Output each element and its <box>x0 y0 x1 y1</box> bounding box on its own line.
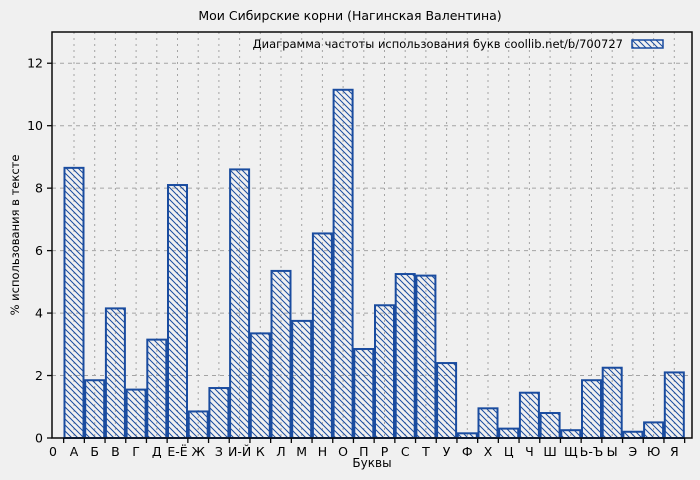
x-tick-label-У: У <box>443 444 451 459</box>
x-tick-label-Ч: Ч <box>525 444 534 459</box>
bar-А <box>63 166 85 439</box>
x-tick-label-Щ: Щ <box>564 444 578 459</box>
x-tick-label-Э: Э <box>629 444 638 459</box>
bar-О <box>332 88 354 440</box>
x-tick-label-И-Й: И-Й <box>228 444 251 459</box>
bar-З <box>208 387 230 439</box>
bar-Н <box>311 232 333 439</box>
bar-Ш <box>539 412 561 439</box>
chart-legend: Диаграмма частоты использования букв coo… <box>253 37 664 51</box>
bar-Ц <box>498 427 520 439</box>
x-tick-label-Ц: Ц <box>504 444 514 459</box>
x-tick-label-З: З <box>215 444 223 459</box>
x-tick-label-Я: Я <box>670 444 679 459</box>
x-tick-label-Б: Б <box>90 444 99 459</box>
x-tick-label-Ы: Ы <box>607 444 618 459</box>
bar-К <box>249 332 271 439</box>
bar-Ж <box>187 410 209 440</box>
legend-swatch <box>631 39 664 49</box>
x-axis-label: Буквы <box>352 456 392 470</box>
y-tick-label: 0 <box>35 431 43 446</box>
bar-Ь-Ъ <box>581 379 602 440</box>
y-tick-label: 8 <box>35 181 43 196</box>
x-tick-label-Ф: Ф <box>462 444 473 459</box>
x-tick-label-Г: Г <box>132 444 140 459</box>
bar-Р <box>374 304 395 439</box>
legend-label: Диаграмма частоты использования букв coo… <box>252 37 623 51</box>
x-tick-label-Ь-Ъ: Ь-Ъ <box>580 444 604 459</box>
x-tick-label-О: О <box>338 444 348 459</box>
bar-Ч <box>518 391 540 440</box>
bar-Е-Ё <box>167 184 188 439</box>
x-tick-label-А: А <box>70 444 79 459</box>
y-tick-label: 10 <box>27 118 43 133</box>
bar-Ю <box>643 421 665 439</box>
y-tick-label: 2 <box>35 368 43 383</box>
x-tick-label-Х: Х <box>484 444 493 459</box>
bar-П <box>353 347 375 439</box>
bar-С <box>394 273 416 439</box>
x-tick-label-Н: Н <box>318 444 327 459</box>
bar-И-Й <box>229 168 251 440</box>
x-tick-label-Д: Д <box>152 444 162 459</box>
bar-Я <box>663 371 685 439</box>
x-tick-label-Ж: Ж <box>191 444 205 459</box>
y-tick-label: 12 <box>27 56 43 71</box>
bar-Л <box>270 269 292 439</box>
legend-swatch-icon <box>631 39 664 49</box>
x-tick-label-В: В <box>111 444 120 459</box>
x-tick-label-К: К <box>256 444 265 459</box>
x-tick-label-С: С <box>401 444 410 459</box>
bar-Х <box>477 407 499 440</box>
bar-Ы <box>601 366 623 440</box>
y-tick-label: 6 <box>35 243 43 258</box>
x-tick-label-Л: Л <box>276 444 285 459</box>
bar-Г <box>125 388 147 440</box>
bar-Щ <box>560 429 582 440</box>
x-tick-label-Р: Р <box>381 444 389 459</box>
x-tick-label-М: М <box>296 444 307 459</box>
bar-Э <box>622 430 644 439</box>
y-tick-label: 4 <box>35 306 43 321</box>
bar-Т <box>415 274 437 439</box>
x-origin-label: 0 <box>49 444 57 459</box>
x-tick-label-П: П <box>359 444 368 459</box>
x-tick-label-Е-Ё: Е-Ё <box>167 444 187 459</box>
bar-У <box>436 362 458 439</box>
chart-title: Мои Сибирские корни (Нагинская Валентина… <box>198 8 502 23</box>
bar-В <box>104 307 126 439</box>
plot-frame <box>51 31 693 439</box>
x-tick-label-Ю: Ю <box>647 444 661 459</box>
bar-Д <box>146 338 168 439</box>
bar-М <box>291 319 313 439</box>
bar-Б <box>84 379 106 440</box>
x-tick-label-Ш: Ш <box>543 444 556 459</box>
x-tick-label-Т: Т <box>421 444 430 459</box>
